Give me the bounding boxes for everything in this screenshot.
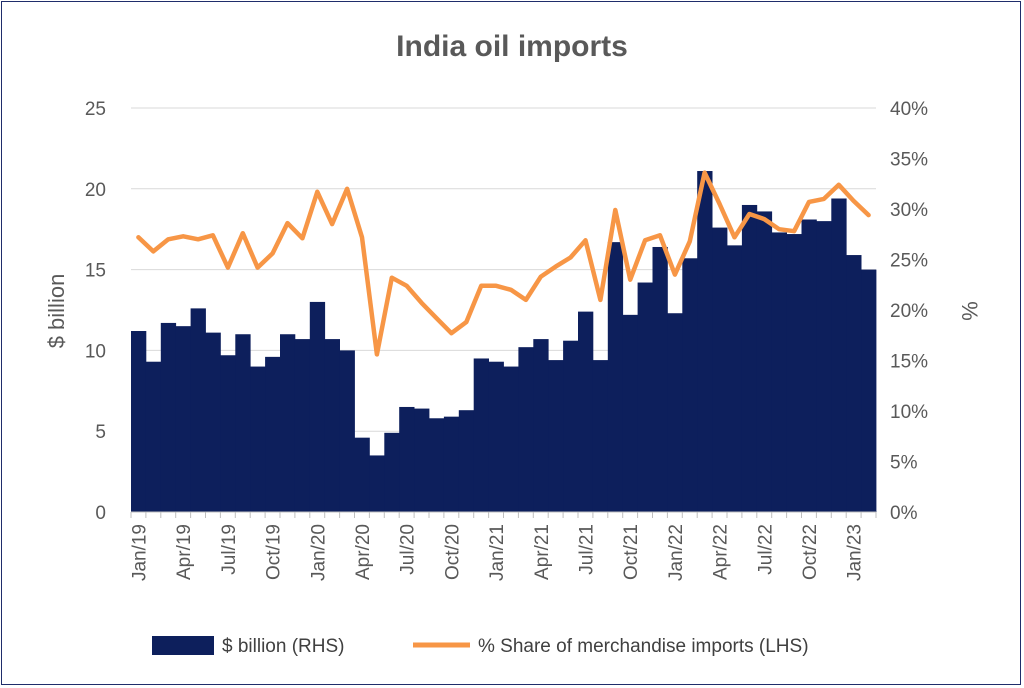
bar [712, 227, 728, 513]
x-tick-label: Jul/21 [576, 524, 597, 575]
bar [160, 322, 177, 512]
x-tick-label: Jan/21 [487, 524, 508, 581]
left-axis-label: $ billion [44, 274, 69, 349]
bar [354, 437, 370, 512]
bar [369, 455, 385, 512]
bar [414, 408, 430, 512]
x-tick-label: Apr/19 [174, 524, 195, 580]
x-tick-label: Jul/20 [398, 524, 419, 575]
legend-label-line: % Share of merchandise imports (LHS) [478, 636, 809, 657]
bar [265, 356, 281, 512]
right-tick-label: 35% [890, 150, 928, 171]
bar [503, 366, 519, 512]
bar [443, 416, 460, 512]
bar [786, 234, 802, 512]
x-tick-label: Oct/22 [800, 524, 821, 580]
bar [131, 331, 147, 512]
bar [741, 204, 758, 512]
bar [697, 171, 713, 513]
right-tick-label: 30% [890, 200, 928, 221]
share-line [136, 170, 871, 357]
legend-swatch-bar [152, 636, 214, 655]
x-tick-label: Jan/22 [666, 524, 687, 581]
right-tick-label: 0% [890, 503, 918, 524]
bar [294, 339, 311, 512]
x-tick-label: Oct/19 [264, 524, 285, 580]
x-tick-label: Apr/22 [711, 524, 732, 580]
bar [667, 313, 683, 512]
bar [175, 326, 191, 512]
bar [190, 308, 206, 512]
bar [488, 361, 504, 512]
bar [801, 219, 817, 512]
bar [399, 406, 415, 512]
x-tick-label: Oct/20 [442, 524, 463, 580]
left-tick-label: 10 [85, 341, 106, 362]
x-tick-label: Apr/20 [353, 524, 374, 580]
bar [533, 339, 549, 512]
right-axis-ticks: 0% 5% 10% 15% 20% 25% 30% 35% 40% [890, 99, 928, 524]
line-series [136, 170, 871, 357]
bar [145, 361, 162, 512]
bar [831, 198, 847, 512]
x-tick-label: Jan/23 [845, 524, 866, 581]
bar-series [131, 171, 877, 513]
x-tick-label: Oct/21 [621, 524, 642, 580]
left-tick-label: 25 [85, 99, 106, 120]
right-tick-label: 25% [890, 251, 928, 272]
bar [578, 311, 594, 512]
bar [324, 339, 340, 512]
left-tick-label: 0 [95, 503, 106, 524]
left-axis-ticks: 0 5 10 15 20 25 [85, 99, 106, 524]
chart-title: India oil imports [396, 30, 628, 63]
legend-label-bar: $ billion (RHS) [222, 636, 344, 657]
x-tick-label: Jan/20 [308, 524, 329, 581]
bar [816, 221, 832, 512]
right-axis-label: % [957, 301, 982, 321]
bar [309, 301, 326, 512]
right-tick-label: 20% [890, 301, 928, 322]
bar [592, 360, 609, 512]
bar [727, 245, 743, 513]
bar [607, 242, 624, 513]
legend: $ billion (RHS) % Share of merchandise i… [152, 636, 809, 657]
x-tick-label: Jul/19 [219, 524, 240, 575]
bar [235, 334, 251, 512]
left-tick-label: 20 [85, 180, 106, 201]
left-tick-label: 15 [85, 261, 106, 282]
bar [652, 246, 668, 512]
bar [771, 232, 787, 512]
bar [563, 340, 579, 512]
bar [518, 347, 534, 512]
bar [458, 410, 475, 512]
bar [846, 255, 862, 512]
bar [682, 258, 698, 512]
left-tick-label: 5 [95, 422, 106, 443]
bar [637, 282, 653, 512]
right-tick-label: 10% [890, 402, 928, 423]
bar [473, 358, 489, 512]
x-tick-label: Apr/21 [532, 524, 553, 580]
right-tick-label: 5% [890, 453, 918, 474]
bar [280, 334, 296, 512]
bar [622, 314, 638, 512]
bar [861, 269, 877, 512]
right-tick-label: 15% [890, 352, 928, 373]
x-axis-ticks: Jan/19 Apr/19 Jul/19 Oct/19 Jan/20 Apr/20 Jul/… [129, 512, 877, 581]
bar [220, 355, 236, 512]
bar [250, 366, 266, 512]
x-tick-label: Jul/22 [755, 524, 776, 575]
bar [339, 350, 355, 512]
bar [548, 360, 564, 512]
bar [205, 332, 221, 512]
x-tick-label: Jan/19 [129, 524, 150, 581]
bar [429, 418, 445, 512]
bar [756, 211, 773, 512]
right-tick-label: 40% [890, 99, 928, 120]
bar [384, 432, 400, 512]
